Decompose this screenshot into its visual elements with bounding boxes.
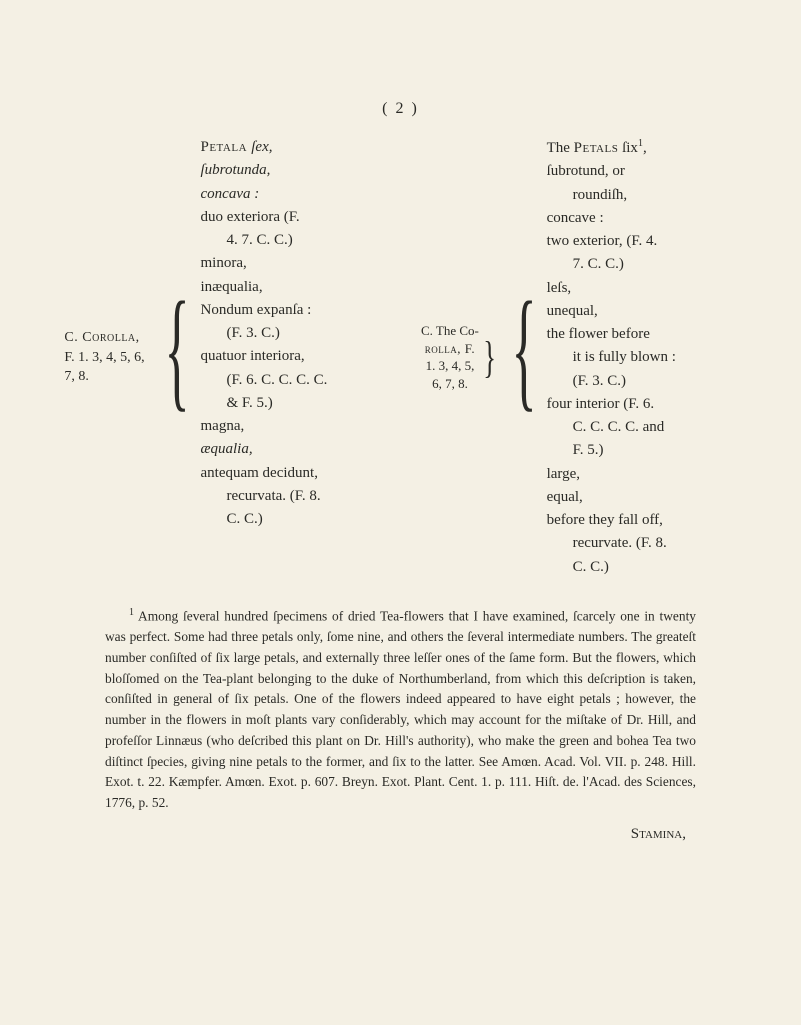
right-brace: { bbox=[501, 136, 547, 579]
latin-line: Petala ſex, bbox=[201, 136, 421, 159]
footnote-text: Among ſeveral hundred ſpecimens of dried… bbox=[105, 608, 696, 810]
latin-aequalia: æqualia, bbox=[201, 441, 253, 457]
english-line: before they fall off, bbox=[547, 509, 737, 532]
page-number: ( 2 ) bbox=[55, 100, 746, 118]
latin-line: magna, bbox=[201, 415, 421, 438]
margin-heading: C. Corolla, bbox=[64, 330, 139, 345]
latin-line: C. C.) bbox=[201, 508, 421, 531]
latin-line: æqualia, bbox=[201, 438, 421, 461]
catchword: Stamina, bbox=[55, 826, 686, 843]
mid-brace: } bbox=[483, 338, 496, 378]
english-line: equal, bbox=[547, 486, 737, 509]
middle-column: C. The Co- rolla, F. 1. 3, 4, 5, 6, 7, 8… bbox=[421, 136, 501, 579]
latin-line: (F. 3. C.) bbox=[201, 322, 421, 345]
latin-line: 4. 7. C. C.) bbox=[201, 229, 421, 252]
mid-line: C. The Co- bbox=[421, 323, 479, 338]
english-line: F. 5.) bbox=[547, 439, 737, 462]
latin-subrotunda: ſubrotunda, bbox=[201, 162, 271, 178]
latin-line: Nondum expanſa : bbox=[201, 299, 421, 322]
footnote: 1 Among ſeveral hundred ſpecimens of dri… bbox=[105, 605, 696, 814]
english-line: leſs, bbox=[547, 277, 737, 300]
english-line: ſubrotund, or bbox=[547, 160, 737, 183]
left-brace: { bbox=[154, 136, 200, 579]
latin-line: & F. 5.) bbox=[201, 392, 421, 415]
latin-line: recurvata. (F. 8. bbox=[201, 485, 421, 508]
english-line: The Petals ſix1, bbox=[547, 136, 737, 160]
mid-line: 6, 7, 8. bbox=[432, 376, 468, 391]
latin-line: quatuor interiora, bbox=[201, 345, 421, 368]
mid-line: rolla, F. bbox=[425, 341, 475, 356]
latin-line: concava : bbox=[201, 183, 421, 206]
english-line: it is fully blown : bbox=[547, 346, 737, 369]
english-line: two exterior, (F. 4. bbox=[547, 230, 737, 253]
english-line: the flower before bbox=[547, 323, 737, 346]
en-comma: , bbox=[643, 140, 647, 156]
english-line: 7. C. C.) bbox=[547, 253, 737, 276]
english-line: unequal, bbox=[547, 300, 737, 323]
english-line: roundiſh, bbox=[547, 184, 737, 207]
latin-line: (F. 6. C. C. C. C. bbox=[201, 369, 421, 392]
english-line: large, bbox=[547, 463, 737, 486]
latin-line: duo exteriora (F. bbox=[201, 206, 421, 229]
margin-label-cell: C. Corolla, F. 1. 3, 4, 5, 6, 7, 8. bbox=[64, 136, 154, 579]
latin-column: Petala ſex, ſubrotunda, concava : duo ex… bbox=[201, 136, 421, 579]
latin-concava: concava : bbox=[201, 186, 260, 202]
english-line: C. C. C. C. and bbox=[547, 416, 737, 439]
english-line: recurvate. (F. 8. bbox=[547, 532, 737, 555]
latin-petala: Petala bbox=[201, 139, 252, 155]
en-six: ſix bbox=[618, 140, 638, 156]
english-line: concave : bbox=[547, 207, 737, 230]
mid-line: 1. 3, 4, 5, bbox=[426, 358, 475, 373]
latin-line: inæqualia, bbox=[201, 276, 421, 299]
en-petals: Petals bbox=[574, 140, 619, 156]
english-column: The Petals ſix1, ſubrotund, or roundiſh,… bbox=[547, 136, 737, 579]
margin-ref: F. 1. 3, 4, 5, 6, 7, 8. bbox=[64, 350, 144, 385]
en-the: The bbox=[547, 140, 574, 156]
latin-line: antequam decidunt, bbox=[201, 462, 421, 485]
english-line: (F. 3. C.) bbox=[547, 370, 737, 393]
english-line: C. C.) bbox=[547, 556, 737, 579]
page: ( 2 ) C. Corolla, F. 1. 3, 4, 5, 6, 7, 8… bbox=[0, 0, 801, 1025]
latin-line: ſubrotunda, bbox=[201, 159, 421, 182]
english-line: four interior (F. 6. bbox=[547, 393, 737, 416]
parallel-text-table: C. Corolla, F. 1. 3, 4, 5, 6, 7, 8. { Pe… bbox=[64, 136, 736, 579]
latin-sex: ſex, bbox=[251, 139, 272, 155]
latin-line: minora, bbox=[201, 252, 421, 275]
